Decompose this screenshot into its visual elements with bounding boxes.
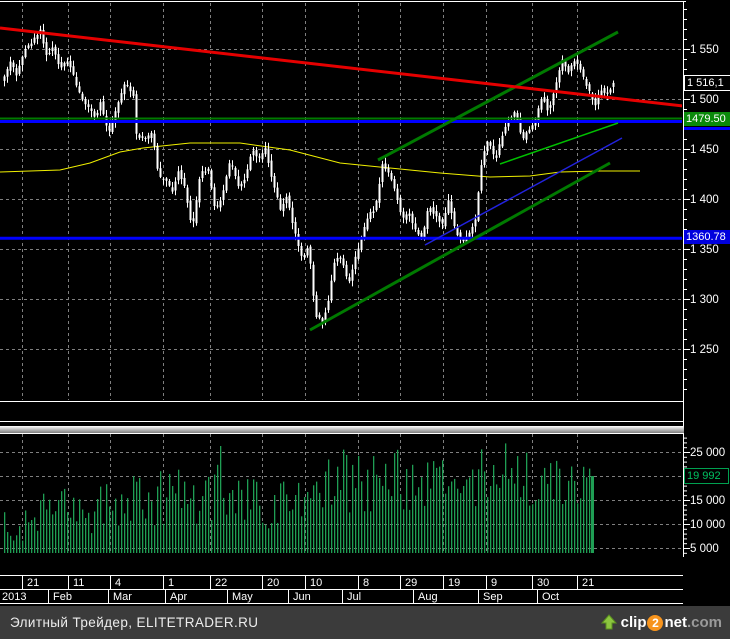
footer-credit-text: Элитный Трейдер, ELITETRADER.RU [10, 615, 259, 630]
axis-labels: 1 550 1 500 1 450 1 400 1 350 1 300 1 250 25 00… [2, 44, 725, 603]
clip2net-arrow-icon [600, 614, 617, 630]
svg-text:Jun: Jun [293, 591, 311, 603]
svg-text:10 000: 10 000 [690, 519, 725, 531]
volume-bars [4, 443, 594, 553]
watermark-two-badge: 2 [647, 614, 664, 631]
svg-text:15 000: 15 000 [690, 495, 725, 507]
svg-text:21: 21 [582, 577, 594, 589]
svg-text:8: 8 [363, 577, 369, 589]
clip2net-watermark-link[interactable]: clip 2 net .com [600, 614, 722, 631]
svg-text:20: 20 [267, 577, 279, 589]
svg-text:Oct: Oct [542, 591, 559, 603]
svg-text:22: 22 [215, 577, 227, 589]
svg-text:9: 9 [491, 577, 497, 589]
svg-text:May: May [232, 591, 253, 603]
svg-text:Aug: Aug [418, 591, 438, 603]
svg-text:1 350: 1 350 [690, 244, 719, 256]
grid-lines [0, 3, 682, 552]
panel-borders [0, 1, 690, 604]
svg-text:4: 4 [115, 577, 121, 589]
watermark-net-text: net [664, 614, 687, 631]
watermark-clip-text: clip [620, 614, 647, 631]
candlesticks [3, 23, 615, 329]
panel-splitter[interactable] [0, 426, 684, 433]
green-level-price-marker: 1479.50 [684, 111, 730, 126]
volume-value-marker: 19 992 [684, 468, 729, 485]
svg-text:Mar: Mar [113, 591, 132, 603]
svg-text:1 550: 1 550 [690, 44, 719, 56]
blue-level-price-marker: 1360.78 [684, 230, 730, 245]
svg-text:Feb: Feb [53, 591, 72, 603]
svg-text:Sep: Sep [483, 591, 503, 603]
svg-text:5 000: 5 000 [690, 543, 719, 555]
svg-text:1 500: 1 500 [690, 94, 719, 106]
svg-text:2013: 2013 [2, 591, 26, 603]
svg-text:30: 30 [537, 577, 549, 589]
svg-text:29: 29 [405, 577, 417, 589]
svg-text:10: 10 [310, 577, 322, 589]
svg-text:19: 19 [448, 577, 460, 589]
moving-average-line [0, 142, 640, 178]
green-level-marker-underline [684, 126, 730, 130]
svg-text:1 450: 1 450 [690, 144, 719, 156]
svg-text:25 000: 25 000 [690, 447, 725, 459]
svg-text:11: 11 [73, 577, 84, 589]
svg-text:1 400: 1 400 [690, 194, 719, 206]
svg-text:1 300: 1 300 [690, 294, 719, 306]
svg-text:1: 1 [168, 577, 174, 589]
svg-text:Apr: Apr [170, 591, 187, 603]
footer-bar: Элитный Трейдер, ELITETRADER.RU clip 2 n… [0, 606, 730, 639]
svg-text:21: 21 [27, 577, 39, 589]
current-price-marker: 1 516,1 [684, 74, 730, 91]
watermark-com-text: .com [686, 614, 722, 631]
svg-text:1 250: 1 250 [690, 344, 719, 356]
trend-lines [0, 26, 682, 332]
svg-text:Jul: Jul [347, 591, 361, 603]
